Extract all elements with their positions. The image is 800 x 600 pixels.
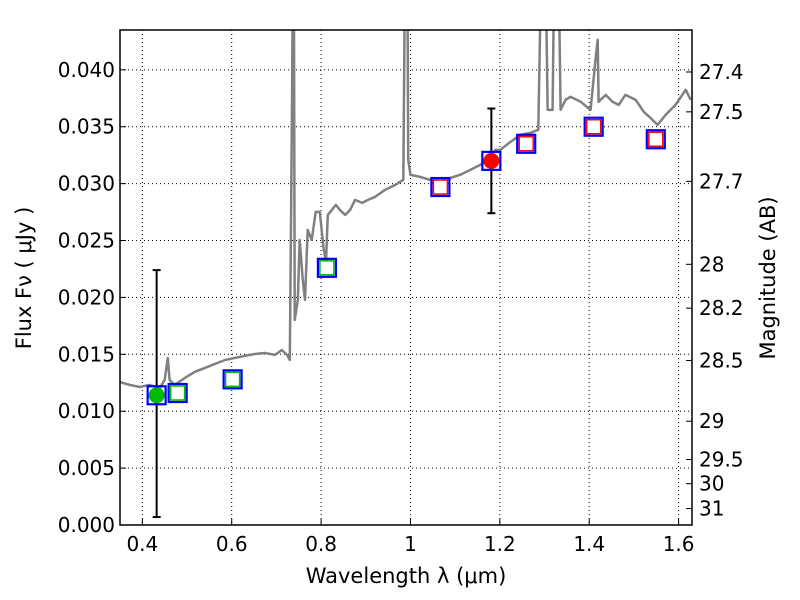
right-tick-label: 27.5 (699, 100, 744, 124)
spectrum-line (120, 30, 692, 390)
x-tick-label: 0.8 (305, 532, 337, 556)
photometry-point (483, 152, 500, 169)
x-tick-label: 1.6 (663, 532, 695, 556)
right-tick-label: 28 (699, 252, 724, 276)
y-tick-label: 0.020 (58, 285, 115, 309)
x-tick-label: 1 (404, 532, 417, 556)
model-box (645, 129, 666, 150)
plot-area (120, 30, 692, 519)
y-tick-label: 0.010 (58, 399, 115, 423)
axes-frame (119, 29, 693, 526)
y-axis-label: Flux Fν ( μJy ) (12, 207, 36, 350)
y-tick-label: 0.030 (58, 172, 115, 196)
model-box (222, 369, 243, 390)
x-axis-label: Wavelength λ (μm) (306, 564, 507, 588)
right-tick-label: 29 (699, 409, 724, 433)
model-box (481, 150, 502, 171)
x-tick-label: 0.6 (216, 532, 248, 556)
model-inner-box (518, 136, 534, 152)
model-inner-box (585, 118, 602, 135)
right-tick-label: 28.5 (699, 349, 744, 373)
y-tick-label: 0.005 (58, 456, 115, 480)
x-tick-label: 1.2 (484, 532, 516, 556)
right-tick-label: 28.2 (699, 296, 744, 320)
x-tick-label: 1.4 (573, 532, 605, 556)
right-tick-label: 27.4 (699, 60, 744, 84)
model-inner-box (319, 260, 335, 276)
model-box (583, 116, 604, 137)
y-tick-label: 0.025 (58, 229, 115, 253)
photometry-point (148, 387, 165, 404)
ticks: 0.4 0.6 0.8 1 1.2 1.4 1.6 0.000 0.005 0.010 0.015 0… (58, 58, 744, 556)
model-inner-box (169, 385, 186, 401)
right-tick-label: 29.5 (699, 448, 744, 472)
y-tick-label: 0.040 (58, 58, 115, 82)
model-box (516, 133, 537, 154)
y-tick-label: 0.035 (58, 115, 115, 139)
model-box (167, 382, 188, 404)
x-tick-label: 0.4 (126, 532, 158, 556)
model-box (430, 176, 451, 198)
model-box (316, 257, 338, 278)
right-tick-label: 30 (699, 472, 724, 496)
grid (120, 30, 692, 525)
right-tick-label: 27.7 (699, 169, 744, 193)
y-axis-right-label: Magnitude (AB) (756, 196, 780, 359)
model-box (146, 385, 167, 406)
model-inner-box (432, 179, 449, 195)
y-tick-label: 0.000 (58, 513, 115, 537)
model-inner-box (648, 131, 664, 147)
model-inner-box (224, 371, 241, 388)
right-tick-label: 31 (699, 497, 724, 521)
y-tick-label: 0.015 (58, 342, 115, 366)
